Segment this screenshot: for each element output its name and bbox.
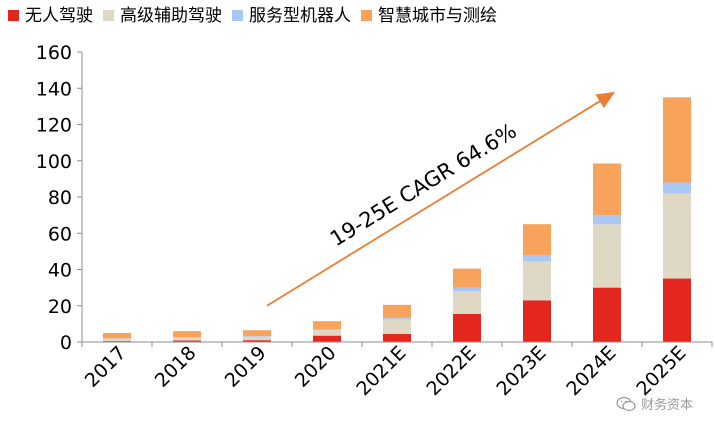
bar-segment-0 <box>313 335 341 342</box>
x-tick-label: 2020 <box>291 342 341 392</box>
y-tick-label: 40 <box>48 260 72 282</box>
legend-label-0: 无人驾驶 <box>25 6 93 26</box>
bar-segment-1 <box>173 337 201 341</box>
legend-swatch-2 <box>232 10 243 21</box>
cagr-label: 19-25E CAGR 64.6% <box>326 119 521 251</box>
x-tick-label: 2022E <box>422 342 480 400</box>
y-tick-label: 60 <box>48 223 72 245</box>
bars <box>103 97 691 342</box>
y-tick-label: 20 <box>48 296 72 318</box>
bar-segment-1 <box>103 338 131 342</box>
bar-segment-3 <box>593 163 621 216</box>
y-tick-label: 100 <box>36 151 72 173</box>
x-tick-label: 2024E <box>562 342 620 400</box>
bar-segment-3 <box>453 268 481 288</box>
legend: 无人驾驶 高级辅助驾驶 服务型机器人 智慧城市与测绘 <box>8 6 497 26</box>
y-tick-label: 140 <box>36 78 72 100</box>
y-axis: 0 20 40 60 80 100 120 140 160 <box>36 42 83 354</box>
bar-segment-0 <box>383 333 411 342</box>
bar-segment-3 <box>523 224 551 255</box>
bar-segment-1 <box>523 261 551 301</box>
cagr-arrow-line <box>266 100 601 307</box>
bar-segment-1 <box>453 291 481 314</box>
x-tick-label: 2023E <box>492 342 550 400</box>
x-tick-label: 2017 <box>81 342 131 392</box>
y-tick-label: 80 <box>48 187 72 209</box>
y-tick-label: 120 <box>36 115 72 137</box>
bar-segment-3 <box>103 332 131 339</box>
legend-label-1: 高级辅助驾驶 <box>120 6 222 26</box>
y-tick-label: 160 <box>36 42 72 64</box>
bar-segment-2 <box>383 317 411 320</box>
legend-swatch-1 <box>103 10 114 21</box>
watermark: 财务资本 <box>616 394 693 413</box>
cagr-arrow-head <box>595 91 615 109</box>
legend-label-3: 智慧城市与测绘 <box>378 6 497 26</box>
bar-segment-0 <box>593 287 621 342</box>
bar-segment-2 <box>523 255 551 262</box>
bar-segment-1 <box>243 336 271 341</box>
wechat-icon <box>616 396 636 411</box>
bar-segment-0 <box>173 340 201 342</box>
bar-segment-0 <box>663 278 691 342</box>
bar-segment-0 <box>243 340 271 342</box>
cagr-annotation: 19-25E CAGR 64.6% <box>266 91 615 307</box>
x-tick-label: 2021E <box>352 342 410 400</box>
x-tick-label: 2025E <box>632 342 690 400</box>
x-tick-label: 2018 <box>151 342 201 392</box>
bar-segment-1 <box>663 193 691 279</box>
bar-segment-1 <box>383 319 411 334</box>
legend-swatch-3 <box>361 10 372 21</box>
bar-segment-0 <box>523 300 551 342</box>
bar-segment-2 <box>313 329 341 331</box>
bar-segment-3 <box>173 331 201 338</box>
x-axis: 2017 2018 2019 2020 2021E 2022E 2023E 2024E 2025… <box>81 341 713 400</box>
legend-swatch-0 <box>8 10 19 21</box>
bar-segment-3 <box>383 304 411 318</box>
bar-segment-3 <box>313 321 341 330</box>
bar-segment-1 <box>313 330 341 336</box>
y-tick-label: 0 <box>60 332 72 354</box>
bar-segment-0 <box>453 313 481 342</box>
bar-segment-2 <box>593 215 621 225</box>
bar-segment-3 <box>243 330 271 337</box>
bar-segment-2 <box>243 336 271 337</box>
bar-segment-1 <box>593 224 621 288</box>
watermark-text: 财务资本 <box>640 398 693 413</box>
bar-segment-2 <box>453 287 481 292</box>
legend-label-2: 服务型机器人 <box>249 6 351 26</box>
bar-segment-2 <box>663 182 691 194</box>
x-tick-label: 2019 <box>221 342 271 392</box>
bar-segment-3 <box>663 97 691 183</box>
